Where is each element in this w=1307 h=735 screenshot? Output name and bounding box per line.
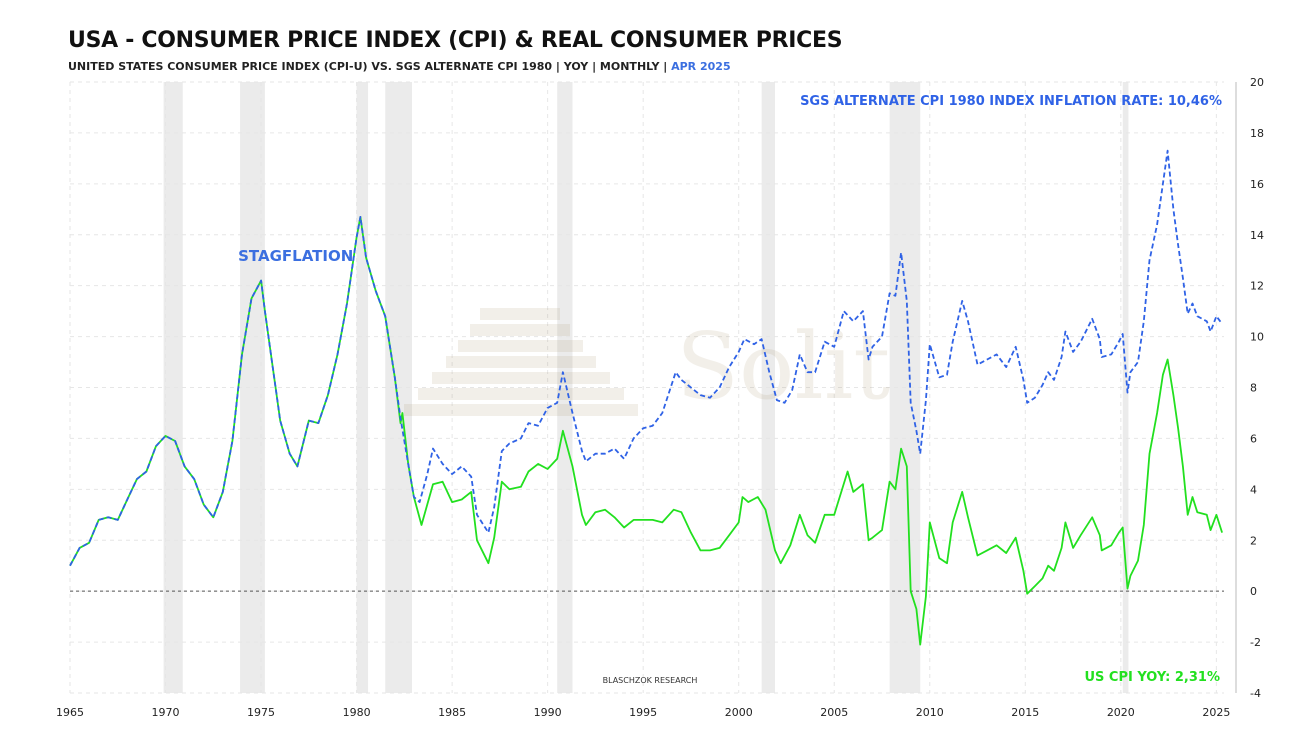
chart-title: USA - CONSUMER PRICE INDEX (CPI) & REAL … <box>68 28 843 53</box>
subtitle-text: UNITED STATES CONSUMER PRICE INDEX (CPI-… <box>68 60 668 73</box>
watermark-pyramid-icon <box>404 308 638 416</box>
x-tick-label: 2000 <box>725 706 753 719</box>
x-tick-label: 2010 <box>916 706 944 719</box>
source-credit-label: BLASCHZOK RESEARCH <box>603 676 698 685</box>
y-tick-label: -4 <box>1250 687 1261 700</box>
y-tick-label: 12 <box>1250 280 1264 293</box>
y-tick-label: 6 <box>1250 432 1257 445</box>
cpi-latest-value-label: US CPI YOY: 2,31% <box>1084 670 1220 685</box>
x-tick-label: 2015 <box>1011 706 1039 719</box>
chart-subtitle: UNITED STATES CONSUMER PRICE INDEX (CPI-… <box>68 60 731 73</box>
y-tick-label: 2 <box>1250 534 1257 547</box>
y-tick-label: 4 <box>1250 483 1257 496</box>
x-tick-label: 2020 <box>1107 706 1135 719</box>
x-tick-label: 1995 <box>629 706 657 719</box>
x-tick-label: 1985 <box>438 706 466 719</box>
series-lines <box>69 149 1223 646</box>
x-axis-ticks: 1965 1970 1975 1980 1985 1990 1995 2000 2005 2010… <box>56 706 1230 719</box>
x-tick-label: 1990 <box>534 706 562 719</box>
y-tick-label: 0 <box>1250 585 1257 598</box>
y-axis-ticks: -4 -2 0 2 4 6 8 10 12 14 16 18 20 <box>1250 76 1264 700</box>
subtitle-date: APR 2025 <box>671 60 731 73</box>
y-tick-label: 14 <box>1250 229 1264 242</box>
watermark: Solit <box>404 308 890 420</box>
y-tick-label: 10 <box>1250 331 1264 344</box>
recession-band <box>1122 82 1129 693</box>
y-tick-label: 8 <box>1250 382 1257 395</box>
x-tick-label: 2005 <box>820 706 848 719</box>
x-tick-label: 1965 <box>56 706 84 719</box>
y-tick-label: 16 <box>1250 178 1264 191</box>
x-tick-label: 1975 <box>247 706 275 719</box>
x-tick-label: 1970 <box>152 706 180 719</box>
recession-band <box>356 82 369 693</box>
stagflation-annotation: STAGFLATION <box>238 247 353 265</box>
chart-annotations: STAGFLATION SGS ALTERNATE CPI 1980 INDEX … <box>238 94 1222 685</box>
sgs-latest-value-label: SGS ALTERNATE CPI 1980 INDEX INFLATION R… <box>800 94 1222 109</box>
y-tick-label: 18 <box>1250 127 1264 140</box>
x-tick-label: 2025 <box>1202 706 1230 719</box>
x-tick-label: 1980 <box>343 706 371 719</box>
y-tick-label: -2 <box>1250 636 1261 649</box>
watermark-text: Solit <box>676 313 890 420</box>
y-tick-label: 20 <box>1250 76 1264 89</box>
grid-lines <box>69 81 1237 694</box>
sgs-alternate-cpi-line <box>69 149 1223 567</box>
